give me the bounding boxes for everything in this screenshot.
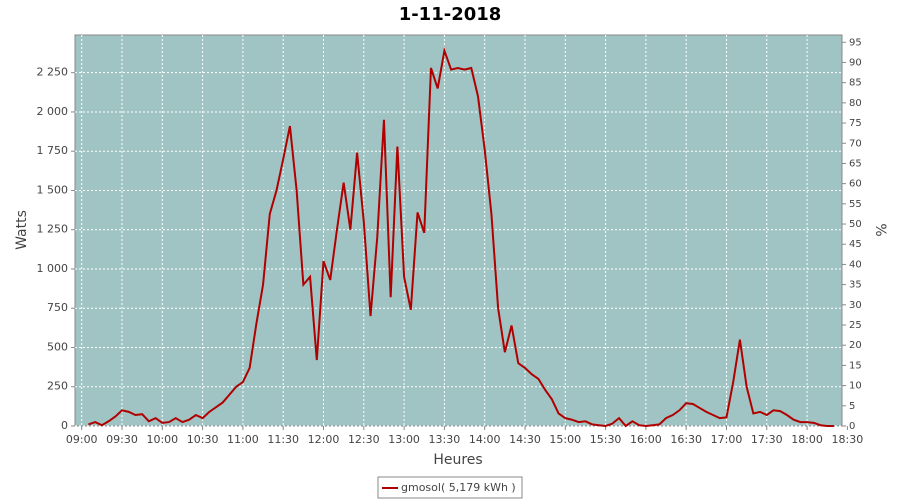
x-tick-label: 16:00	[630, 433, 662, 446]
x-tick-label: 11:30	[267, 433, 299, 446]
x-tick-label: 14:00	[469, 433, 501, 446]
y2-tick-label: 25	[849, 320, 862, 331]
y2-tick-label: 20	[849, 340, 862, 351]
y2-tick-label: 15	[849, 360, 862, 371]
x-tick-label: 13:30	[429, 433, 461, 446]
y2-tick-label: 55	[849, 199, 862, 210]
y2-tick-label: 35	[849, 280, 862, 291]
x-tick-label: 12:00	[308, 433, 340, 446]
x-tick-label: 18:30	[832, 433, 864, 446]
y2-tick-label: 45	[849, 239, 862, 250]
x-tick-label: 11:00	[227, 433, 259, 446]
y-tick-label: 1 500	[37, 183, 69, 196]
y2-tick-label: 30	[849, 300, 862, 311]
legend-box	[377, 476, 523, 499]
y2-tick-label: 50	[849, 219, 862, 230]
y2-tick-label: 90	[849, 57, 862, 68]
x-tick-label: 17:00	[711, 433, 743, 446]
y-tick-label: 2 000	[37, 105, 69, 118]
y2-tick-label: 80	[849, 98, 862, 109]
y2-tick-label: 0	[849, 421, 855, 432]
y2-tick-label: 40	[849, 259, 862, 270]
legend-label: gmosol( 5,179 kWh )	[401, 481, 516, 494]
y-tick-label: 2 250	[37, 66, 69, 79]
x-tick-label: 15:30	[590, 433, 622, 446]
y-tick-label: 250	[47, 380, 68, 393]
x-tick-label: 09:00	[66, 433, 98, 446]
x-tick-label: 13:00	[388, 433, 420, 446]
x-axis-label: Heures	[433, 452, 482, 468]
x-tick-label: 14:30	[509, 433, 541, 446]
y2-tick-label: 95	[849, 37, 862, 48]
x-tick-label: 15:00	[549, 433, 581, 446]
y2-tick-label: 75	[849, 118, 862, 129]
x-tick-label: 10:00	[146, 433, 178, 446]
y-tick-label: 1 250	[37, 223, 69, 236]
x-tick-label: 16:30	[670, 433, 702, 446]
y2-tick-label: 70	[849, 138, 862, 149]
y-tick-label: 1 750	[37, 144, 69, 157]
y-tick-label: 750	[47, 301, 68, 314]
y2-tick-label: 10	[849, 381, 862, 392]
y2-tick-label: 65	[849, 158, 862, 169]
y-tick-label: 1 000	[37, 262, 69, 275]
y2-axis-label: %	[872, 223, 888, 236]
y-tick-label: 0	[61, 419, 68, 432]
y-axis-label: Watts	[14, 210, 30, 250]
y-tick-label: 500	[47, 340, 68, 353]
x-tick-label: 17:30	[751, 433, 783, 446]
y2-tick-label: 60	[849, 179, 862, 190]
y2-tick-label: 5	[849, 401, 855, 412]
y2-tick-label: 85	[849, 78, 862, 89]
x-tick-label: 09:30	[106, 433, 138, 446]
chart-title: 1-11-2018	[399, 4, 502, 25]
data-line	[88, 46, 834, 428]
x-tick-label: 12:30	[348, 433, 380, 446]
x-tick-label: 10:30	[187, 433, 219, 446]
x-tick-label: 18:00	[791, 433, 823, 446]
